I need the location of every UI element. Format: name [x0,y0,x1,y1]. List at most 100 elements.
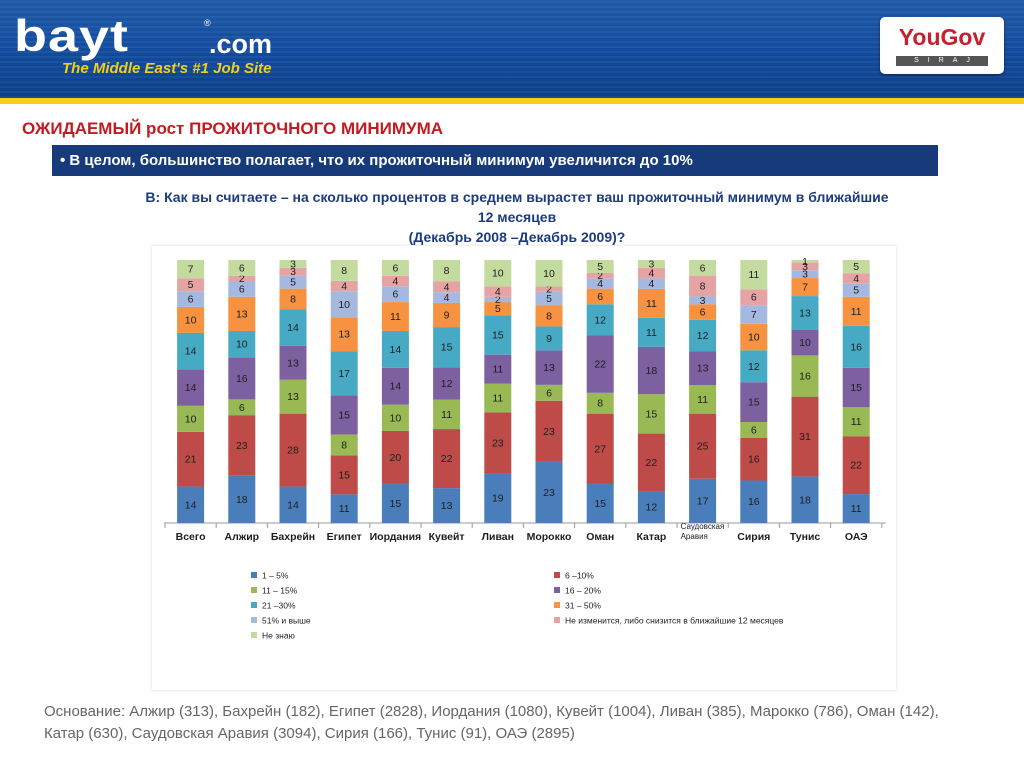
data-label: 11 [492,393,503,405]
bar-segment [228,331,256,358]
data-label: 8 [290,294,296,306]
data-label: 14 [185,346,197,358]
data-label: 11 [646,327,657,339]
data-label: 2 [597,270,603,282]
data-label: 7 [188,264,194,276]
bar-segment [484,296,512,303]
key-finding-bar: • В целом, большинство полагает, что их … [52,145,938,176]
bar-segment [484,315,512,355]
legend-label: Не изменится, либо снизится в ближайшие … [565,616,784,626]
bar-segment [177,369,205,406]
data-label: 4 [648,278,654,290]
bar-segment [228,296,256,332]
bar-segment [228,399,256,416]
bar-segment [381,483,409,523]
bar-segment [689,478,717,523]
category-label: Морокко [527,531,572,543]
bar-segment [228,260,256,276]
data-label: 14 [185,499,197,511]
data-label: 8 [444,265,450,277]
bar-segment [842,407,870,437]
data-label: 15 [850,382,862,394]
data-label: 5 [495,303,501,315]
bar-segment [330,291,358,318]
bar-segment [330,434,358,456]
data-label: 3 [802,261,808,273]
bar-segment [381,430,409,484]
category-label: Кувейт [429,531,465,543]
bar-segment [177,486,205,523]
bar-segment [177,332,205,370]
bar-segment [535,260,563,287]
data-label: 4 [392,276,398,288]
data-label: 11 [697,394,708,406]
survey-question: В: Как вы считаете – на сколько проценто… [40,187,994,247]
data-label: 16 [748,454,760,466]
yougov-logo: YouGov SIRAJ [880,17,1004,74]
bar-segment [637,278,665,289]
bar-segment [535,350,563,385]
bar-segment [381,331,409,368]
bayt-logo[interactable]: bayt ® .com [14,14,314,60]
bar-segment [279,267,307,276]
bar-segment [279,486,307,523]
legend-swatch [554,572,560,578]
bar-segment [433,292,461,303]
bar-segment [279,260,307,268]
data-label: 8 [597,398,603,410]
data-label: 15 [748,397,760,409]
bar-segment [842,367,870,408]
data-label: 6 [700,307,706,319]
data-label: 8 [700,281,706,293]
data-label: 6 [392,289,398,301]
bar-segment [791,476,819,523]
data-label: 10 [185,314,197,326]
bar-segment [637,288,665,318]
data-label: 12 [748,361,760,373]
data-label: 14 [390,381,402,393]
bar-segment [689,351,717,385]
data-label: 16 [799,371,811,383]
header-yellow-rule [0,98,1024,104]
bar-segment [740,437,768,481]
data-label: 4 [495,286,501,298]
data-label: 11 [441,409,452,421]
category-label-line1: Саудовская [681,522,725,531]
bar-segment [484,473,512,523]
data-label: 18 [646,365,658,377]
bar-segment [586,288,614,305]
data-label: 18 [236,494,248,506]
bar-segment [740,480,768,523]
legend-label: 6 –10% [565,571,594,581]
logo-registered-mark: ® [204,18,211,28]
data-label: 8 [341,439,347,451]
bar-segment [228,415,256,476]
data-label: 1 [802,256,808,268]
bar-segment [689,413,717,479]
bar-segment [228,475,256,523]
data-label: 17 [338,368,350,380]
bar-segment [740,289,768,306]
bar-segment [791,270,819,279]
bar-segment [535,305,563,327]
legend-label: 11 – 15% [262,586,298,596]
category-label: Катар [637,531,667,543]
bar-segment [689,319,717,352]
data-label: 14 [185,382,197,394]
bar-segment [586,278,614,289]
data-label: 17 [697,495,709,507]
bar-segment [637,346,665,395]
bar-segment [381,404,409,431]
bar-segment [484,354,512,384]
bar-segment [433,367,461,400]
legend-label: 31 – 50% [565,601,601,611]
bar-segment [637,260,665,268]
header-banner: bayt ® .com The Middle East's #1 Job Sit… [0,0,1024,98]
sample-base-line-1: Основание: Алжир (313), Бахрейн (182), Е… [44,703,939,720]
data-label: 28 [287,445,299,457]
bar-segment [637,267,665,279]
stacked-bar-chart: 142110141410657Всего18236161013626Алжир1… [164,256,886,641]
data-label: 12 [646,502,658,514]
data-label: 6 [188,294,194,306]
data-label: 5 [546,293,552,305]
